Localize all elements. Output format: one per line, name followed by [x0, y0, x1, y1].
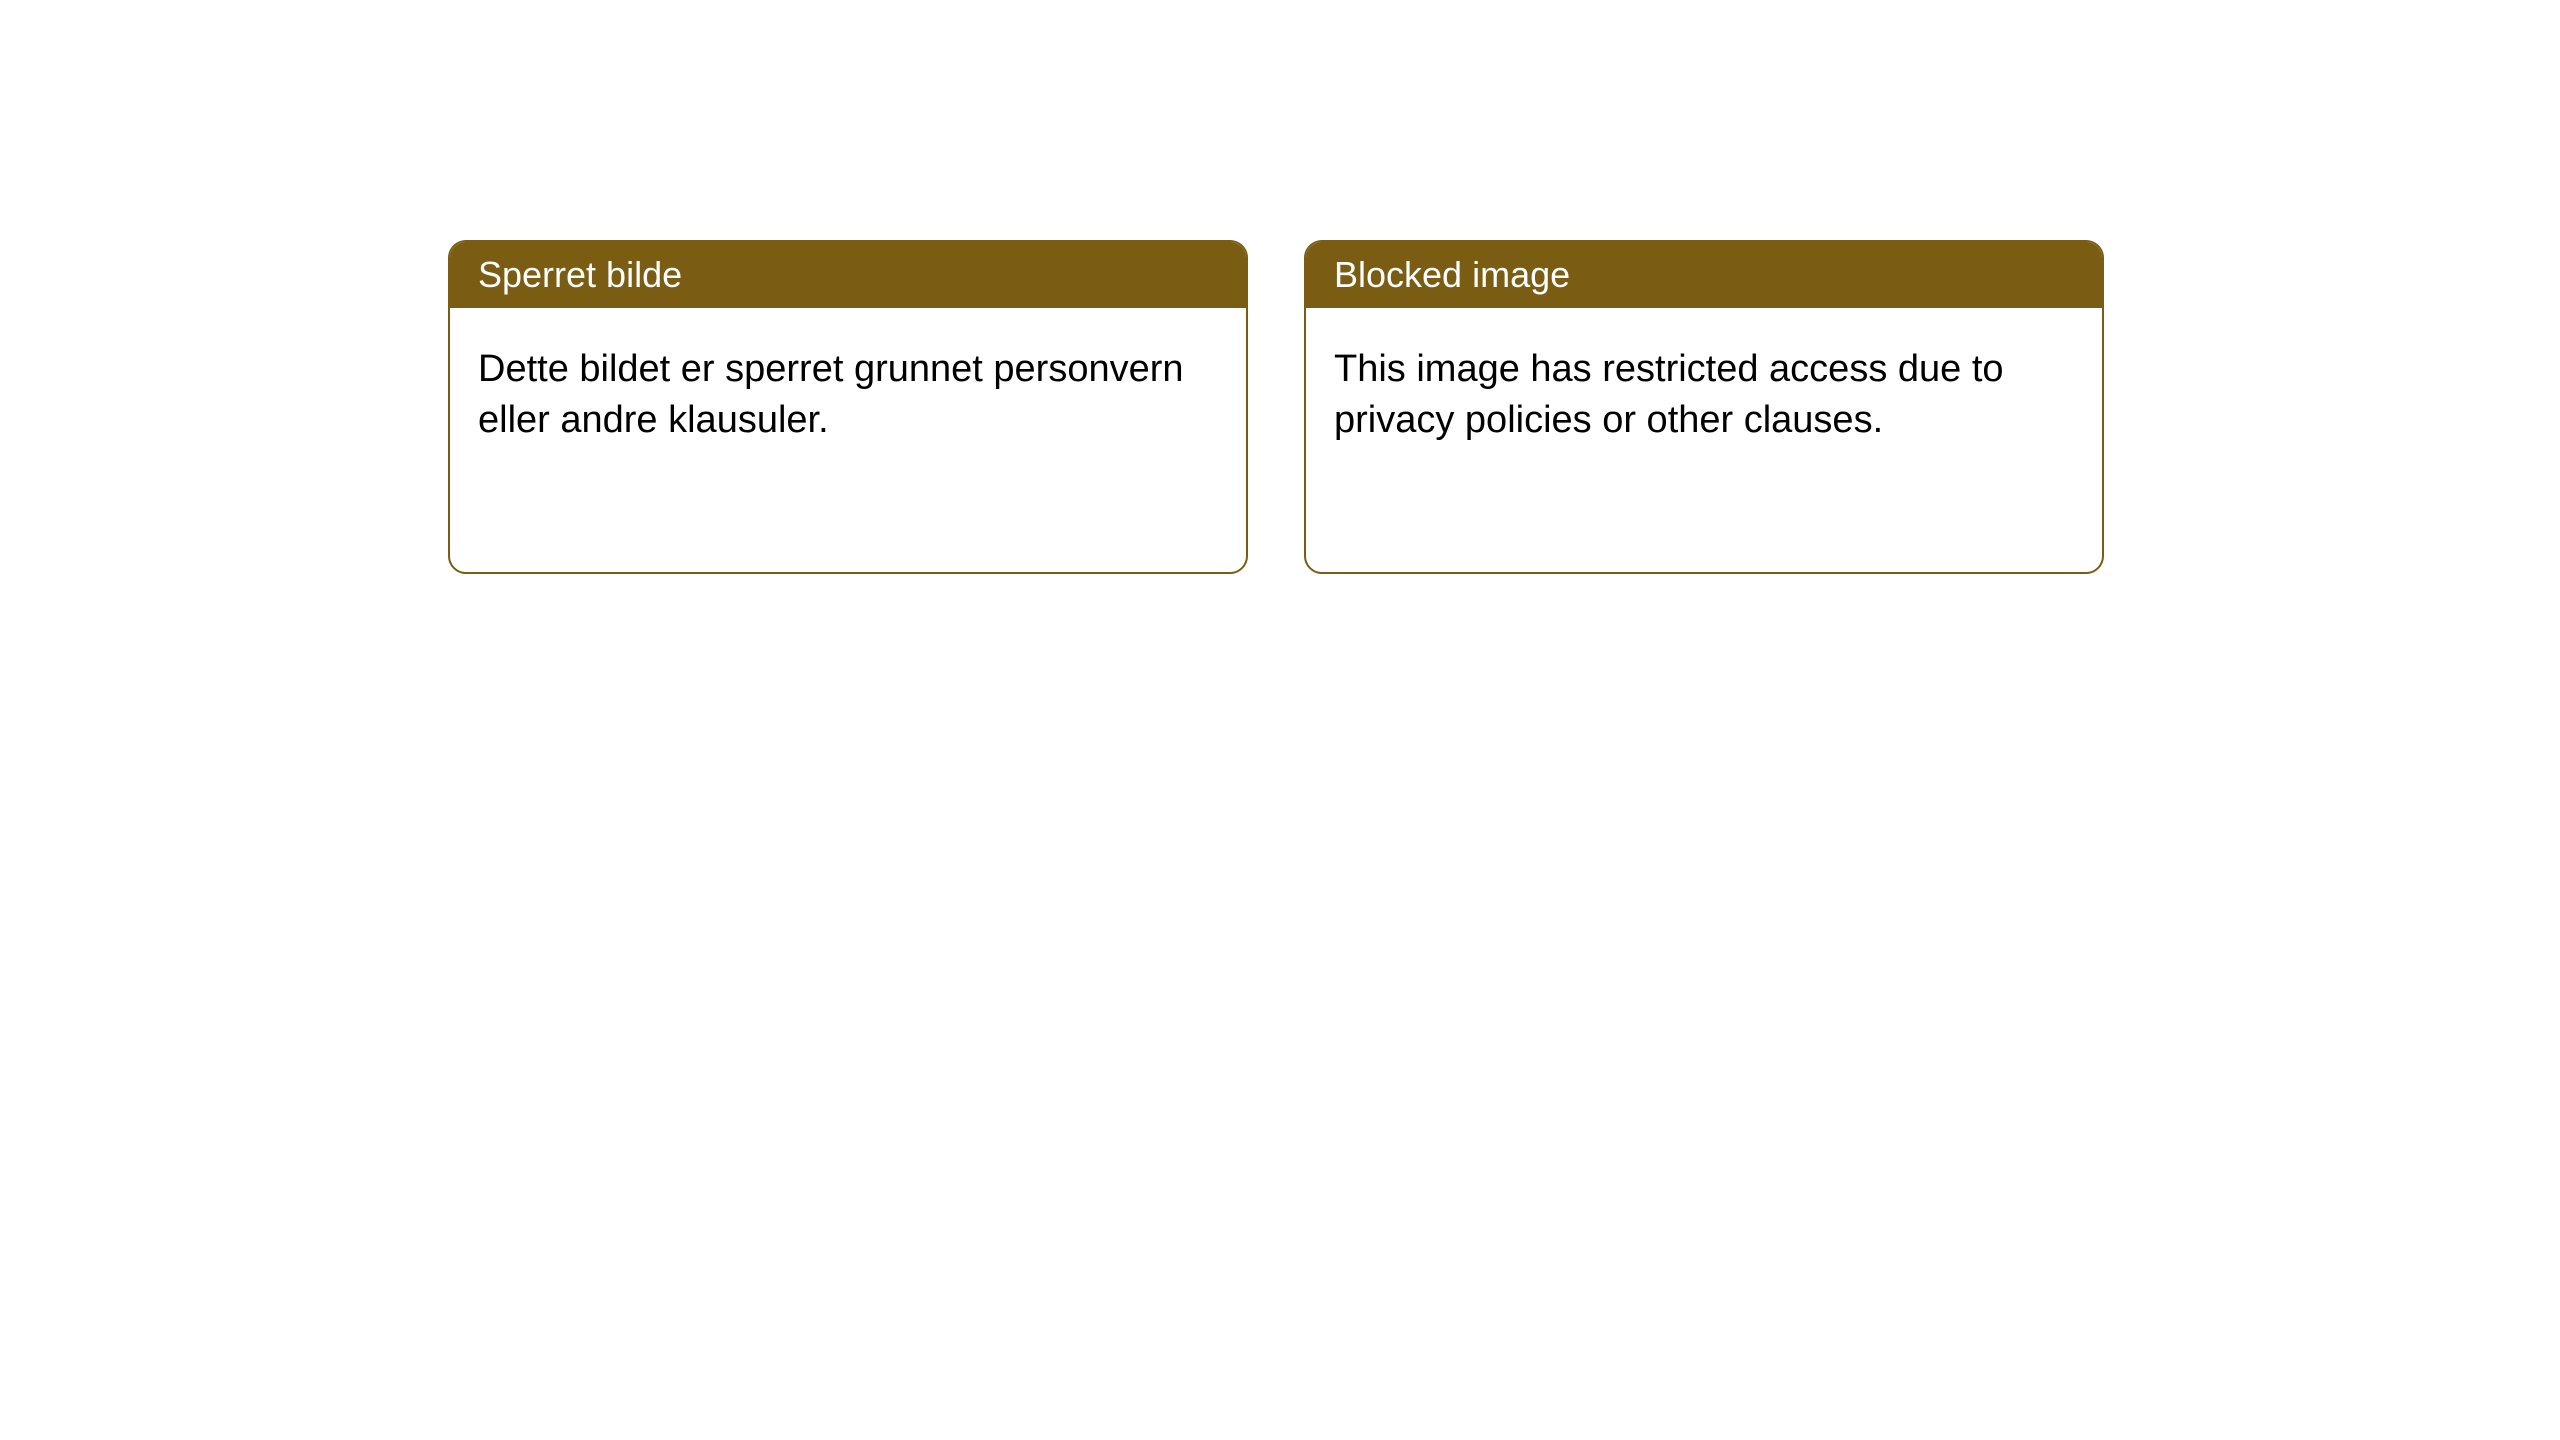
notice-card-norwegian: Sperret bilde Dette bildet er sperret gr… [448, 240, 1248, 574]
card-title: Blocked image [1334, 254, 1570, 295]
notice-card-english: Blocked image This image has restricted … [1304, 240, 2104, 574]
card-title: Sperret bilde [478, 254, 682, 295]
card-body: Dette bildet er sperret grunnet personve… [450, 308, 1246, 483]
card-body-text: Dette bildet er sperret grunnet personve… [478, 348, 1184, 441]
card-header: Sperret bilde [450, 242, 1246, 308]
card-header: Blocked image [1306, 242, 2102, 308]
card-body: This image has restricted access due to … [1306, 308, 2102, 483]
notice-container: Sperret bilde Dette bildet er sperret gr… [448, 240, 2104, 574]
card-body-text: This image has restricted access due to … [1334, 348, 2004, 441]
